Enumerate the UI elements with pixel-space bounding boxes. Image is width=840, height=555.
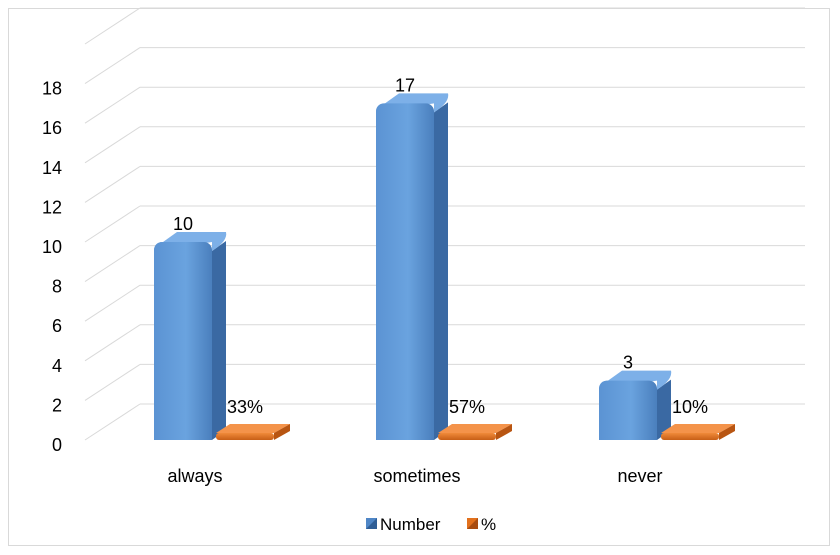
category-label: never (617, 466, 662, 486)
gridline-diagonal (84, 165, 141, 203)
y-tick-label: 0 (52, 435, 62, 455)
y-tick-label: 8 (52, 277, 62, 297)
legend: Number% (366, 515, 496, 534)
legend-item: Number (366, 515, 441, 534)
data-label-percent: 57% (449, 397, 485, 417)
y-axis: 0 2 4 6 8 10 12 14 16 18 (42, 79, 62, 455)
data-label-percent: 10% (672, 397, 708, 417)
y-tick-label: 4 (52, 356, 62, 376)
bar-number (376, 93, 449, 441)
y-tick-label: 2 (52, 395, 62, 415)
data-label-percent: 33% (227, 397, 263, 417)
bar-percent (438, 424, 512, 440)
y-tick-label: 14 (42, 158, 62, 178)
bar-number (599, 370, 672, 440)
y-tick-label: 16 (42, 118, 62, 138)
data-label-number: 10 (173, 214, 193, 234)
gridline-diagonal (84, 205, 141, 243)
bar-percent (661, 424, 735, 440)
gridline-diagonal (84, 284, 141, 322)
gridline-diagonal (84, 245, 141, 283)
y-tick-label: 10 (42, 237, 62, 257)
gridline-diagonal (84, 363, 141, 401)
legend-label: % (481, 515, 496, 534)
gridline-diagonal (84, 126, 141, 164)
y-tick-label: 6 (52, 316, 62, 336)
y-tick-label: 12 (42, 197, 62, 217)
y-tick-label: 18 (42, 79, 62, 99)
gridlines (84, 7, 805, 441)
x-axis: always sometimes never (167, 466, 662, 486)
category-label: always (167, 466, 222, 486)
category-label: sometimes (373, 466, 460, 486)
bar-number (154, 232, 227, 440)
bars (154, 93, 735, 441)
legend-item: % (467, 515, 496, 534)
gridline-diagonal (84, 403, 141, 441)
gridline-diagonal (84, 86, 141, 124)
gridline-diagonal (84, 7, 141, 45)
data-label-number: 17 (395, 75, 415, 95)
data-label-number: 3 (623, 353, 633, 373)
gridline-diagonal (84, 324, 141, 362)
bar-percent (216, 424, 290, 440)
gridline-diagonal (84, 47, 141, 85)
data-labels: 10 33% 17 57% 3 10% (173, 75, 708, 417)
legend-label: Number (380, 515, 441, 534)
